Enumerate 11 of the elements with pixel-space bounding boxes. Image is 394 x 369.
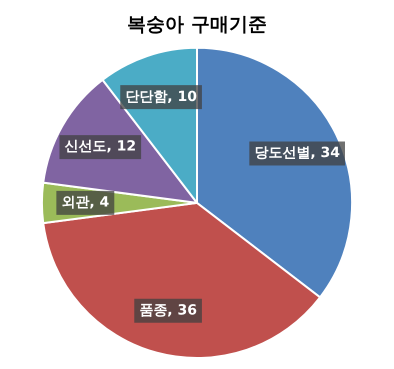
slice-label: 신선도 [64,138,106,155]
data-label: , 36 [167,302,197,318]
data-label: , 12 [106,138,136,155]
slice-label: 단단함 [125,88,168,105]
slice-label: 외관 [61,194,90,211]
data-label: , 34 [310,145,340,162]
slice-label: 품종 [139,302,168,318]
data-label: , 10 [167,88,198,105]
slice-label: 당도선별 [254,145,310,162]
chart-title: 복숭아 구매기준 [127,13,267,36]
data-label: , 4 [89,194,110,211]
